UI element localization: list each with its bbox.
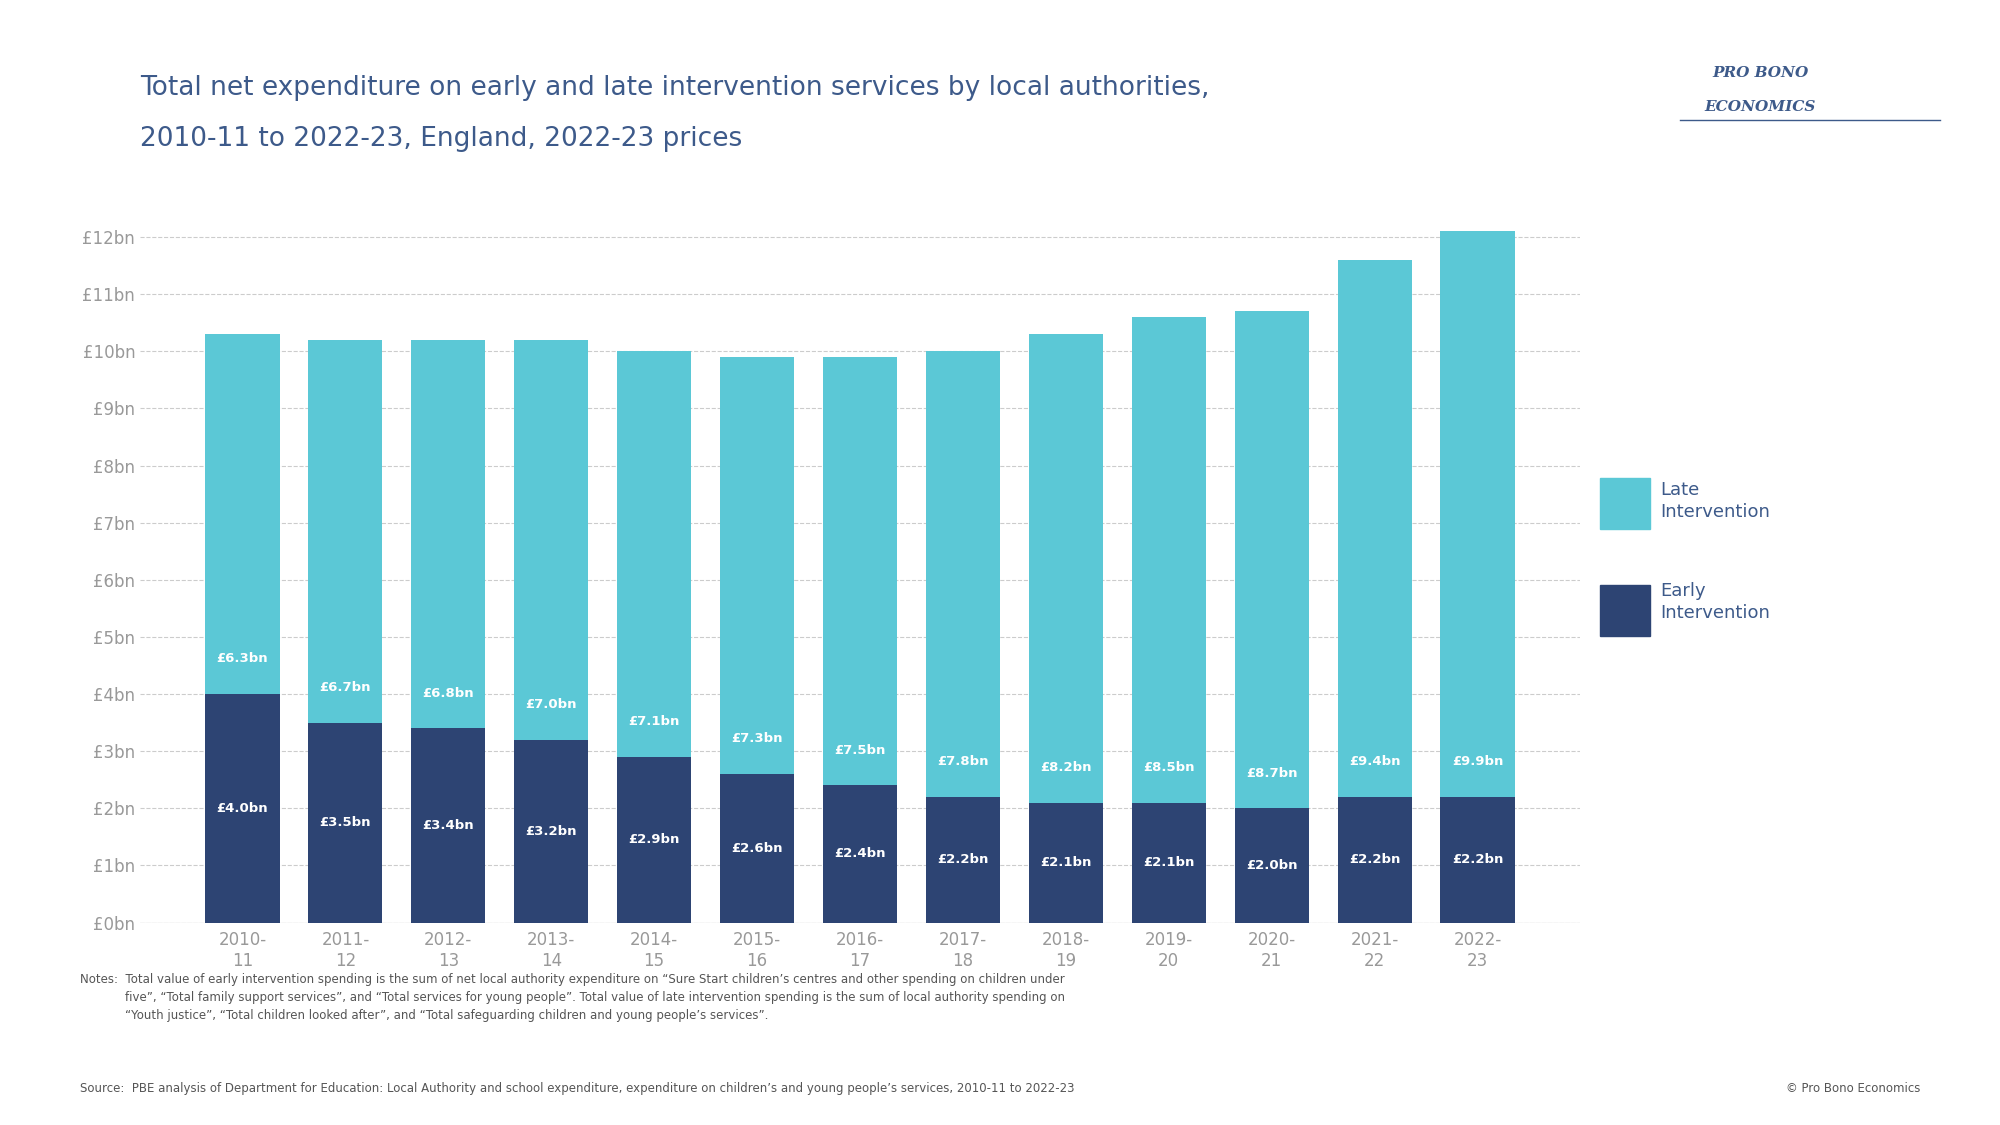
- Bar: [206, 694, 280, 922]
- Bar: [1338, 260, 1412, 796]
- Bar: [206, 334, 280, 694]
- Text: £2.6bn: £2.6bn: [732, 842, 782, 855]
- Text: £6.3bn: £6.3bn: [216, 652, 268, 666]
- Bar: [1132, 802, 1206, 922]
- Text: © Pro Bono Economics: © Pro Bono Economics: [1786, 1082, 1920, 1096]
- Bar: [308, 722, 382, 922]
- Text: Late
Intervention: Late Intervention: [1660, 480, 1770, 521]
- Bar: [720, 357, 794, 774]
- Bar: [720, 774, 794, 922]
- Text: PRO BONO: PRO BONO: [1712, 66, 1808, 80]
- Text: £7.5bn: £7.5bn: [834, 744, 886, 757]
- Text: £9.4bn: £9.4bn: [1348, 755, 1400, 768]
- Text: £2.2bn: £2.2bn: [938, 853, 988, 866]
- Text: £2.0bn: £2.0bn: [1246, 858, 1298, 872]
- Text: Notes:  Total value of early intervention spending is the sum of net local autho: Notes: Total value of early intervention…: [80, 973, 1064, 1023]
- Bar: [1234, 312, 1308, 808]
- Text: £8.5bn: £8.5bn: [1142, 760, 1194, 774]
- Text: £3.4bn: £3.4bn: [422, 819, 474, 831]
- Bar: [1132, 317, 1206, 802]
- Text: £2.1bn: £2.1bn: [1040, 856, 1092, 868]
- Bar: [1440, 796, 1514, 922]
- Text: £3.5bn: £3.5bn: [320, 816, 372, 829]
- Text: £2.9bn: £2.9bn: [628, 834, 680, 846]
- Text: £6.7bn: £6.7bn: [320, 681, 372, 694]
- Bar: [514, 340, 588, 740]
- Text: £7.8bn: £7.8bn: [938, 755, 988, 768]
- Text: £4.0bn: £4.0bn: [216, 802, 268, 814]
- Text: £2.2bn: £2.2bn: [1452, 853, 1504, 866]
- Bar: [1028, 802, 1102, 922]
- Text: 2010-11 to 2022-23, England, 2022-23 prices: 2010-11 to 2022-23, England, 2022-23 pri…: [140, 126, 742, 152]
- Text: ECONOMICS: ECONOMICS: [1704, 100, 1816, 114]
- Bar: [1338, 796, 1412, 922]
- Bar: [308, 340, 382, 722]
- Text: £7.0bn: £7.0bn: [526, 699, 578, 711]
- Bar: [822, 357, 898, 785]
- Text: Total net expenditure on early and late intervention services by local authoriti: Total net expenditure on early and late …: [140, 75, 1210, 101]
- Bar: [618, 757, 692, 922]
- Bar: [412, 728, 486, 922]
- Bar: [822, 785, 898, 922]
- Text: £8.2bn: £8.2bn: [1040, 760, 1092, 774]
- Text: £7.3bn: £7.3bn: [732, 732, 782, 746]
- Bar: [926, 796, 1000, 922]
- Bar: [926, 351, 1000, 796]
- Text: £9.9bn: £9.9bn: [1452, 755, 1504, 768]
- Bar: [1234, 808, 1308, 922]
- Bar: [514, 740, 588, 922]
- Bar: [412, 340, 486, 728]
- Bar: [1028, 334, 1102, 802]
- Text: £8.7bn: £8.7bn: [1246, 767, 1298, 780]
- Text: Source:  PBE analysis of Department for Education: Local Authority and school ex: Source: PBE analysis of Department for E…: [80, 1082, 1074, 1096]
- Text: £6.8bn: £6.8bn: [422, 686, 474, 700]
- Text: £2.1bn: £2.1bn: [1144, 856, 1194, 868]
- Text: £2.4bn: £2.4bn: [834, 847, 886, 861]
- Text: £7.1bn: £7.1bn: [628, 716, 680, 728]
- Text: £2.2bn: £2.2bn: [1348, 853, 1400, 866]
- Text: £3.2bn: £3.2bn: [526, 825, 578, 838]
- Bar: [1440, 232, 1514, 796]
- Bar: [618, 351, 692, 757]
- Text: Early
Intervention: Early Intervention: [1660, 582, 1770, 622]
